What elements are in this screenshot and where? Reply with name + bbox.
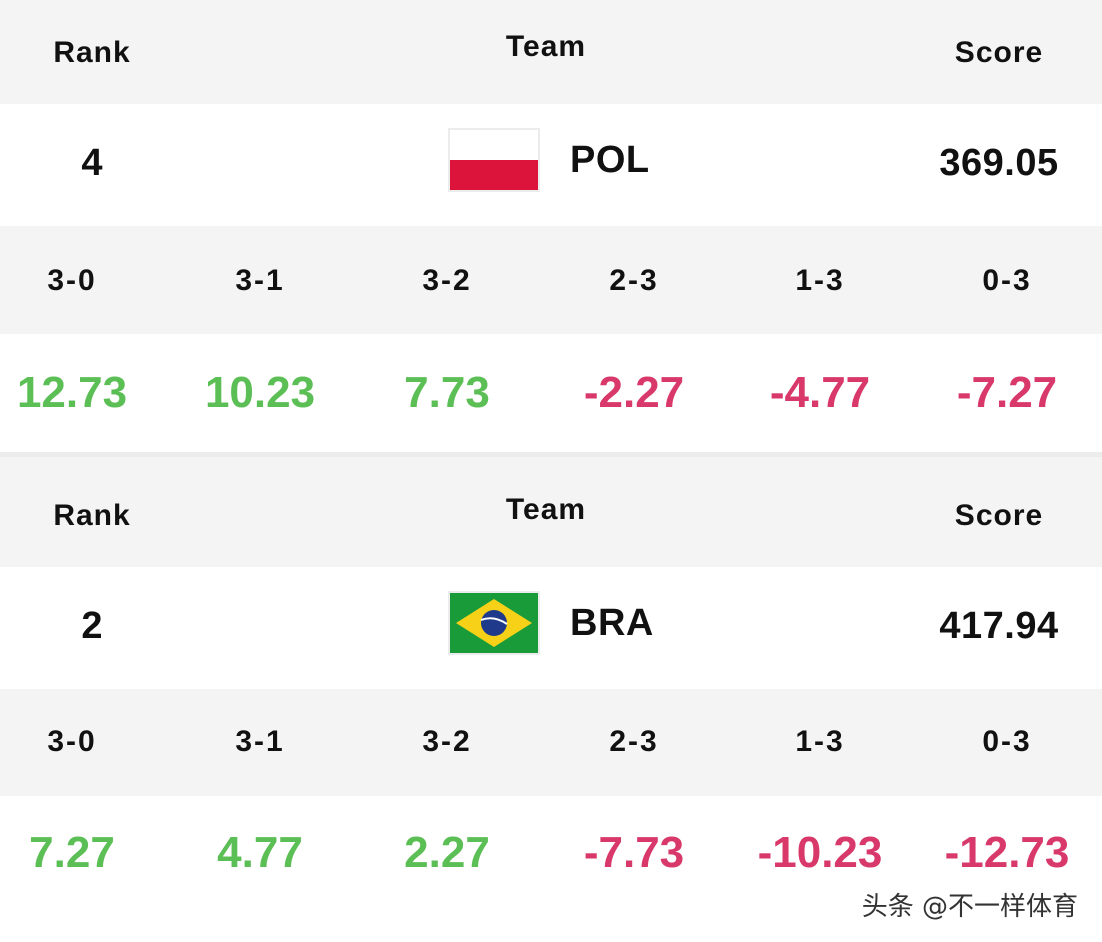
outcome-value: 2.27 (404, 828, 490, 877)
outcome-label: 2-3 (609, 264, 659, 297)
outcome-label: 3-0 (47, 725, 97, 758)
card1-team-row: 4 POL 369.05 (0, 104, 1102, 226)
outcome-value: -10.23 (757, 828, 883, 877)
rank-value: 2 (81, 605, 103, 647)
outcome-value: 4.77 (217, 828, 303, 877)
score-header: Score (954, 36, 1044, 69)
card1-outcome-values-row: 12.73 10.23 7.73 -2.27 -4.77 -7.27 (0, 334, 1102, 452)
outcome-value: -2.27 (583, 368, 685, 417)
outcome-value: -7.73 (583, 828, 685, 877)
team-header: Team (505, 493, 587, 526)
team-header: Team (505, 30, 587, 63)
card2-outcome-header-row: 3-0 3-1 3-2 2-3 1-3 0-3 (0, 689, 1102, 796)
outcome-value: 10.23 (204, 368, 316, 417)
outcome-label: 3-2 (422, 725, 472, 758)
outcome-label: 1-3 (795, 725, 845, 758)
outcome-label: 2-3 (609, 725, 659, 758)
poland-flag-icon (450, 130, 538, 190)
outcome-value: 7.73 (404, 368, 490, 417)
card1-outcome-header-row: 3-0 3-1 3-2 2-3 1-3 0-3 (0, 226, 1102, 334)
card2-outcome-values-row: 7.27 4.77 2.27 -7.73 -10.23 -12.73 (0, 796, 1102, 942)
outcome-label: 3-0 (47, 264, 97, 297)
team-cell: BRA (450, 593, 654, 653)
brazil-flag-icon (450, 593, 538, 653)
outcome-value: -4.77 (769, 368, 871, 417)
outcome-value: -12.73 (944, 828, 1070, 877)
outcome-label: 1-3 (795, 264, 845, 297)
team-cell: POL (450, 130, 650, 190)
team-code: BRA (570, 601, 654, 644)
card2-team-row: 2 BRA 417.94 (0, 567, 1102, 689)
score-header: Score (954, 499, 1044, 532)
outcome-label: 0-3 (982, 725, 1032, 758)
outcome-value: 12.73 (16, 368, 128, 417)
card1-header-row: Rank Team Score (0, 0, 1102, 104)
card-divider (0, 452, 1102, 457)
rank-header: Rank (53, 36, 131, 69)
outcome-label: 3-1 (235, 725, 285, 758)
outcome-label: 3-1 (235, 264, 285, 297)
outcome-value: 7.27 (29, 828, 115, 877)
team-code: POL (570, 138, 650, 181)
watermark-text: 头条 @不一样体育 (861, 892, 1078, 922)
rank-value: 4 (81, 142, 103, 184)
card2-header-row: Rank Team Score (0, 457, 1102, 567)
rank-header: Rank (53, 499, 131, 532)
outcome-value: -7.27 (956, 368, 1058, 417)
outcome-label: 3-2 (422, 264, 472, 297)
outcome-label: 0-3 (982, 264, 1032, 297)
score-value: 369.05 (939, 142, 1059, 184)
score-value: 417.94 (939, 605, 1059, 647)
